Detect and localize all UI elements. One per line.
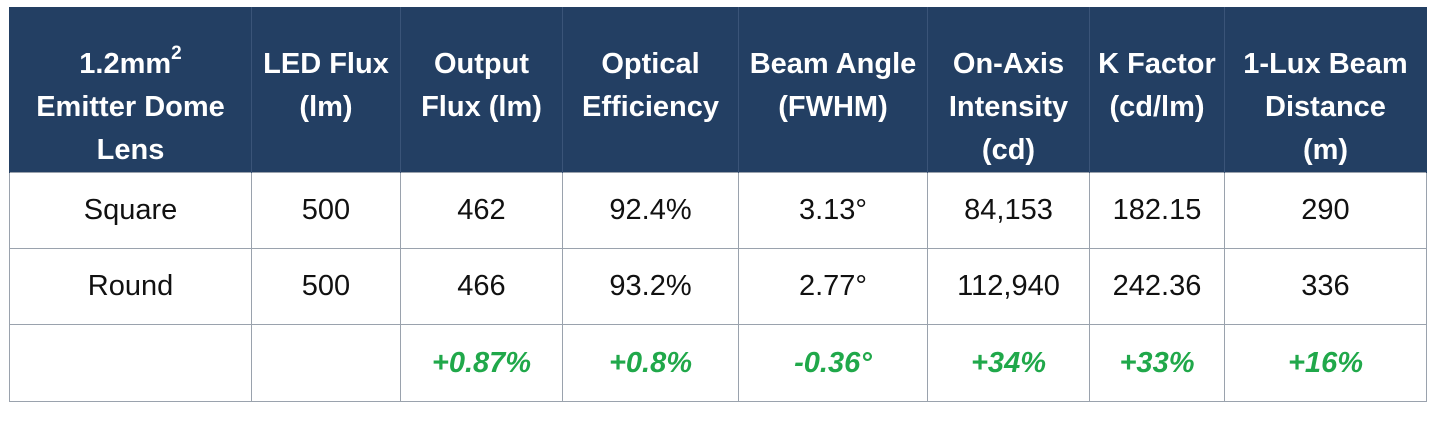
table-cell: 290 [1224,172,1427,249]
delta-cell: +34% [927,324,1090,402]
table-cell: Round [9,248,252,325]
table-cell: 182.15 [1089,172,1225,249]
table-cell: 3.13° [738,172,928,249]
table-cell [9,324,252,402]
header-optical-efficiency: Optical Efficiency [562,7,739,173]
delta-cell: +0.87% [400,324,563,402]
table-cell: Square [9,172,252,249]
delta-cell: +0.8% [562,324,739,402]
table-cell: 84,153 [927,172,1090,249]
header-output-flux: Output Flux (lm) [400,7,563,173]
table-cell: 93.2% [562,248,739,325]
table-cell: 242.36 [1089,248,1225,325]
table-cell [251,324,401,402]
header-lens: 1.2mm2 Emitter Dome Lens [9,7,252,173]
header-beam-distance: 1-Lux Beam Distance (m) [1224,7,1427,173]
header-row: 1.2mm2 Emitter Dome Lens LED Flux (lm) O… [9,7,1427,173]
comparison-table: 1.2mm2 Emitter Dome Lens LED Flux (lm) O… [9,7,1427,402]
header-on-axis-intensity: On-Axis Intensity (cd) [927,7,1090,173]
comparison-table-container: 1.2mm2 Emitter Dome Lens LED Flux (lm) O… [9,7,1427,402]
table-row-round: Round 500 466 93.2% 2.77° 112,940 242.36… [9,248,1427,325]
header-led-flux: LED Flux (lm) [251,7,401,173]
table-cell: 462 [400,172,563,249]
table-cell: 112,940 [927,248,1090,325]
delta-cell: -0.36° [738,324,928,402]
delta-cell: +33% [1089,324,1225,402]
table-cell: 2.77° [738,248,928,325]
table-cell: 336 [1224,248,1427,325]
table-cell: 92.4% [562,172,739,249]
table-cell: 500 [251,248,401,325]
table-row-delta: +0.87% +0.8% -0.36° +34% +33% +16% [9,324,1427,402]
header-beam-angle: Beam Angle (FWHM) [738,7,928,173]
delta-cell: +16% [1224,324,1427,402]
header-k-factor: K Factor (cd/lm) [1089,7,1225,173]
table-cell: 466 [400,248,563,325]
table-cell: 500 [251,172,401,249]
table-row-square: Square 500 462 92.4% 3.13° 84,153 182.15… [9,172,1427,249]
